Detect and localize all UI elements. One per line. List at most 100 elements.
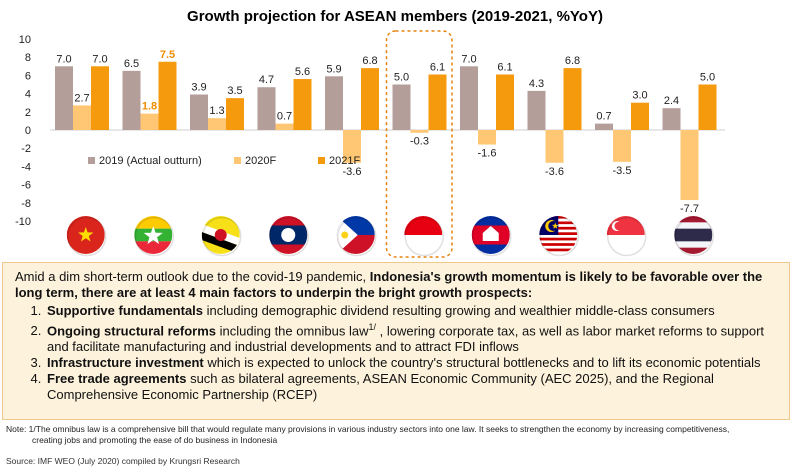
chart-title: Growth projection for ASEAN members (201… [187, 8, 603, 25]
value-label: 1.8 [142, 101, 157, 113]
y-tick-label: -10 [15, 216, 31, 228]
y-tick-label: 0 [25, 125, 31, 137]
value-label: 5.6 [295, 66, 310, 78]
factor-text-continued: , lowering corporate tax, as well as lab… [47, 323, 765, 355]
bars [55, 61, 717, 201]
factor-item: Supportive fundamentals including demogr… [45, 303, 781, 319]
bar-myanmar-2019-actual-outturn [122, 70, 141, 130]
value-label: 6.5 [124, 58, 139, 70]
bar-vietnam-2019-actual-outturn [55, 66, 73, 130]
value-label: 6.1 [430, 61, 445, 73]
bar-philippines-2019-actual-outturn [325, 76, 343, 130]
intro-bold-text: Indonesia's growth momentum is likely to… [15, 269, 763, 300]
value-label: 3.9 [191, 82, 206, 94]
value-label: 3.5 [227, 85, 242, 97]
bar-singapore-2020f [613, 130, 631, 162]
bar-brunei-2019-actual-outturn [190, 94, 208, 130]
value-label: 1.3 [209, 105, 224, 117]
bar-vietnam-2020f [73, 105, 91, 130]
bar-laos-2020f [275, 123, 294, 130]
factors-list: Supportive fundamentals including demogr… [15, 303, 781, 403]
bar-thailand-2021f [698, 84, 717, 130]
value-label: 7.0 [461, 53, 476, 65]
footnote-line-1: Note: 1/The omnibus law is a comprehensi… [6, 424, 730, 434]
value-label: 6.1 [497, 61, 512, 73]
legend-label-2019-actual-outturn: 2019 (Actual outturn) [99, 155, 202, 167]
bar-cambodia-2019-actual-outturn [460, 66, 478, 130]
value-label: 4.7 [259, 74, 274, 86]
value-label: -3.6 [545, 166, 564, 178]
legend-swatch-2020f [234, 157, 241, 164]
bar-indonesia-2020f [410, 130, 429, 133]
intro-text: Amid a dim short-term outlook due to the… [15, 269, 370, 284]
factor-title: Infrastructure investment [47, 355, 204, 371]
bar-singapore-2021f [631, 102, 649, 130]
factor-title: Ongoing structural reforms [47, 323, 217, 339]
value-label: 5.0 [700, 72, 715, 84]
bar-laos-2021f [293, 79, 312, 130]
indonesia-flag-icon [404, 216, 444, 257]
bar-malaysia-2021f [563, 68, 582, 130]
legend-swatch-2019-actual-outturn [88, 157, 95, 164]
y-tick-label: 10 [19, 34, 31, 46]
value-label: 4.3 [529, 78, 544, 90]
bar-laos-2019-actual-outturn [257, 87, 276, 130]
factor-text: which is expected to unlock the country'… [203, 355, 761, 371]
value-label: 2.7 [74, 92, 89, 104]
y-tick-label: -8 [21, 198, 31, 210]
value-label: 7.5 [160, 49, 175, 61]
y-tick-label: 6 [25, 70, 31, 82]
bar-thailand-2020f [680, 130, 699, 201]
myanmar-flag-icon [134, 216, 174, 257]
value-label: 3.0 [632, 90, 647, 102]
factor-text: including demographic dividend resulting… [203, 303, 715, 318]
legend-swatch-2021f [318, 157, 325, 164]
vietnam-flag-icon [66, 216, 107, 257]
brunei-flag-icon [201, 216, 242, 257]
footnote-line-2: creating jobs and promoting the ease of … [32, 435, 278, 445]
bar-malaysia-2020f [545, 130, 564, 163]
bar-myanmar-2021f [158, 61, 177, 130]
source-note: Source: IMF WEO (July 2020) compiled by … [6, 456, 240, 466]
bar-philippines-2020f [343, 130, 361, 163]
factor-title: Free trade agreements [47, 371, 187, 387]
value-label: 0.7 [596, 111, 611, 123]
bar-malaysia-2019-actual-outturn [527, 90, 546, 130]
value-label: 5.0 [394, 72, 409, 84]
value-label: 7.0 [56, 53, 71, 65]
legend: 2019 (Actual outturn) 2020F 2021F [88, 155, 360, 167]
value-label: 0.7 [277, 111, 292, 123]
value-label: 7.0 [92, 53, 107, 65]
y-axis: 10 8 6 4 2 0 -2 -4 -6 -8 -10 [15, 34, 31, 228]
indonesia-highlight-box [385, 30, 453, 258]
value-labels: 7.0 2.7 7.0 6.5 1.8 7.5 3.91.33.5 4.7 0.7 5.6 5.9 -… [56, 49, 715, 215]
malaysia-flag-icon [539, 216, 579, 257]
y-tick-label: 8 [25, 52, 31, 64]
factor-title: Supportive fundamentals [47, 303, 204, 318]
value-label: -3.5 [613, 165, 632, 177]
bar-indonesia-2021f [428, 74, 447, 130]
y-tick-label: -2 [21, 143, 31, 155]
bar-cambodia-2020f [478, 130, 496, 145]
info-box: Amid a dim short-term outlook due to the… [2, 262, 790, 420]
bar-brunei-2020f [208, 118, 226, 130]
bar-vietnam-2021f [91, 66, 109, 130]
legend-label-2021f: 2021F [329, 155, 360, 167]
factor-text: including the omnibus law [216, 323, 369, 339]
value-label: 6.8 [565, 55, 580, 67]
value-label: -7.7 [680, 203, 699, 215]
value-label: -0.3 [410, 136, 429, 148]
growth-bar-chart: Growth projection for ASEAN members (201… [15, 8, 725, 258]
thailand-flag-icon [674, 216, 714, 257]
bar-philippines-2021f [361, 68, 379, 130]
value-label: 5.9 [326, 63, 341, 75]
y-tick-label: 4 [25, 89, 31, 101]
laos-flag-icon [269, 216, 309, 257]
bar-brunei-2021f [226, 98, 244, 130]
bar-thailand-2019-actual-outturn [662, 108, 681, 130]
factor-text: such as bilateral agreements, ASEAN Econ… [47, 371, 714, 403]
factor-item: Free trade agreements such as bilateral … [45, 371, 781, 403]
flags-row [66, 216, 714, 257]
y-tick-label: -4 [21, 161, 31, 173]
factor-item: Ongoing structural reforms including the… [45, 319, 781, 355]
